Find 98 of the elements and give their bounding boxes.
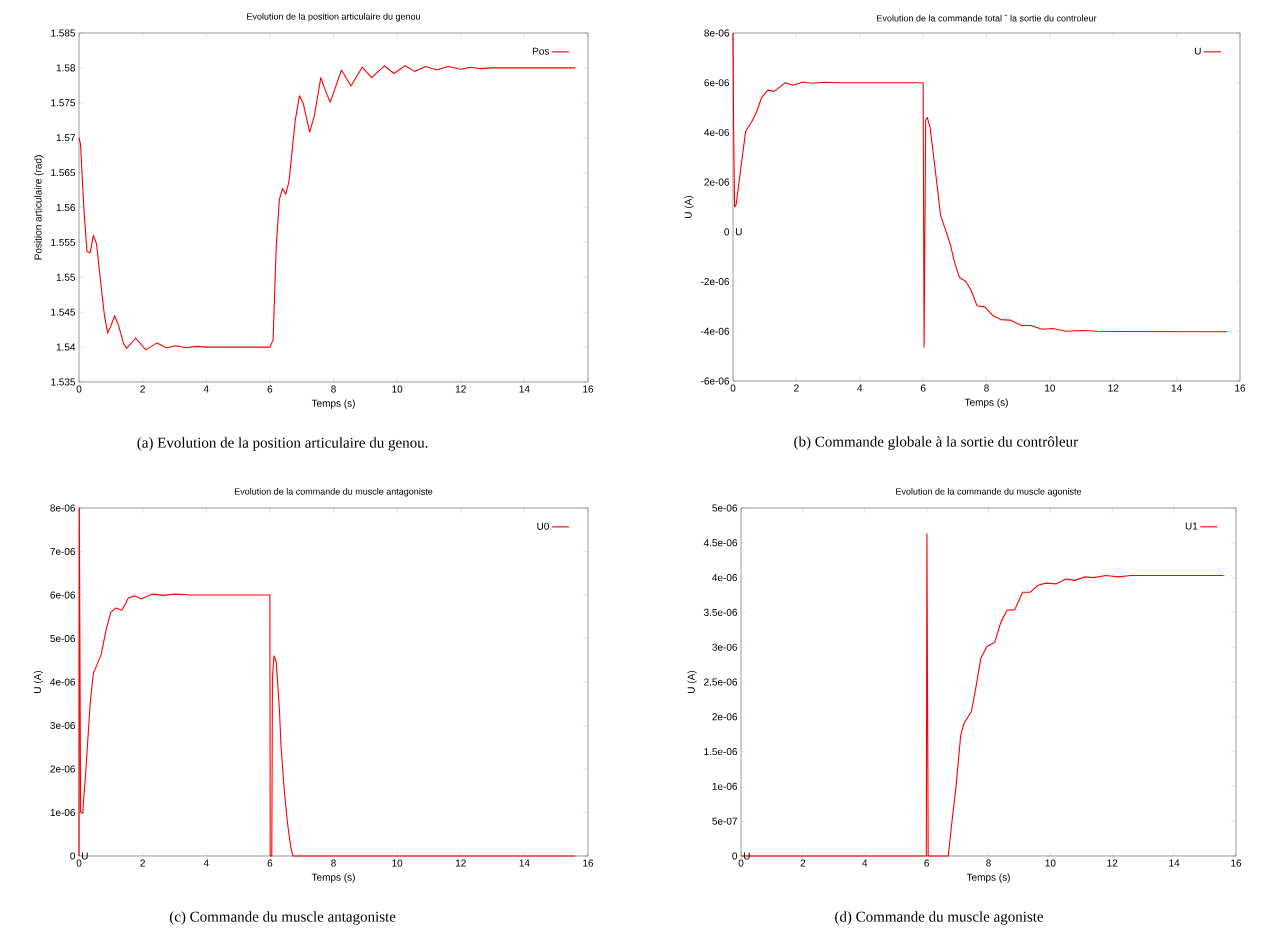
x-tick-label: 16 xyxy=(1235,384,1246,392)
x-tick-label: 0 xyxy=(76,385,82,393)
y-tick-label: 0 xyxy=(724,228,730,236)
legend-label: U xyxy=(1194,47,1201,55)
x-tick-label: 0 xyxy=(738,859,744,867)
y-tick-label: 8e-06 xyxy=(704,29,730,37)
x-tick-label: 2 xyxy=(140,859,145,867)
text: (c) Commande du muscle antagoniste xyxy=(169,911,396,925)
x-axis-title: Temps (s) xyxy=(311,873,355,883)
y-tick-label: 1.545 xyxy=(51,308,76,316)
y-tick-label: 1.535 xyxy=(51,378,76,386)
text: (d) Commande du muscle agoniste xyxy=(835,911,1044,925)
y-tick-label: 1.55 xyxy=(56,273,76,281)
x-tick-label: 10 xyxy=(392,385,403,393)
y-tick-label: 1.54 xyxy=(56,343,76,351)
x-tick-label: 6 xyxy=(267,385,273,393)
x-tick-label: 2 xyxy=(794,384,799,392)
annotation: U xyxy=(743,852,750,860)
y-tick-label: -4e-06 xyxy=(701,327,730,335)
y-tick-label: 4.5e-06 xyxy=(703,539,738,547)
line-series xyxy=(78,65,576,351)
y-tick-label: 2e-06 xyxy=(704,178,730,186)
x-tick-label: 2 xyxy=(140,385,145,393)
y-tick-label: 1.555 xyxy=(51,238,76,246)
y-tick-label: 3e-06 xyxy=(712,643,738,651)
annotation: U xyxy=(81,852,88,860)
y-tick-label: 1.565 xyxy=(51,169,76,177)
legend-label: U1 xyxy=(1185,522,1198,530)
chart-title: Evolution de la position articulaire du genou xyxy=(247,13,420,22)
y-tick-label: 5e-07 xyxy=(712,817,737,825)
x-tick-label: 12 xyxy=(1107,859,1118,867)
y-tick-label: 0 xyxy=(70,852,76,860)
y-tick-label: 1e-06 xyxy=(712,782,738,790)
x-tick-label: 14 xyxy=(519,385,530,393)
y-tick-label: 4e-06 xyxy=(704,128,730,136)
x-tick-label: 8 xyxy=(984,384,989,392)
x-tick-label: 6 xyxy=(924,859,929,867)
y-tick-label: 7e-06 xyxy=(50,547,76,556)
y-tick-label: -2e-06 xyxy=(701,278,730,286)
y-tick-label: 0 xyxy=(732,852,738,860)
legend-label: Pos xyxy=(532,47,549,55)
annotation: U xyxy=(735,228,742,236)
x-tick-label: 12 xyxy=(1108,384,1119,392)
x-tick-label: 6 xyxy=(920,384,926,392)
x-tick-label: 12 xyxy=(455,385,466,393)
x-axis-title: Temps (s) xyxy=(966,873,1010,883)
x-tick-label: 16 xyxy=(583,385,594,393)
y-tick-label: 1.56 xyxy=(56,203,76,212)
x-tick-label: 10 xyxy=(392,859,403,867)
y-tick-label: 2e-06 xyxy=(50,765,76,773)
y-tick-label: 6e-06 xyxy=(50,591,76,599)
y-axis-title: U (A) xyxy=(684,195,694,218)
y-axis-title: U (A) xyxy=(687,670,697,693)
x-axis-title: Temps (s) xyxy=(311,399,355,409)
x-tick-label: 4 xyxy=(862,859,868,867)
y-tick-label: 4e-06 xyxy=(712,574,738,582)
chart-title: Evolution de la commande du muscle agoniste xyxy=(896,488,1082,497)
y-tick-label: 2e-06 xyxy=(712,713,738,721)
y-tick-label: 1.58 xyxy=(56,64,76,72)
x-tick-label: 2 xyxy=(800,859,806,867)
y-tick-label: 1e-06 xyxy=(50,808,76,817)
y-tick-label: 3e-06 xyxy=(50,721,76,730)
x-tick-label: 4 xyxy=(203,859,209,867)
y-tick-label: 1.585 xyxy=(51,29,76,37)
x-tick-label: 10 xyxy=(1045,859,1056,867)
x-tick-label: 0 xyxy=(76,859,82,867)
x-tick-label: 16 xyxy=(1231,859,1242,867)
x-tick-label: 14 xyxy=(519,859,530,867)
x-tick-label: 8 xyxy=(331,859,336,867)
chart-title: Evolution de la commande du muscle antagoniste xyxy=(234,488,433,497)
y-tick-label: 6e-06 xyxy=(704,79,730,87)
x-tick-label: 8 xyxy=(331,385,336,393)
y-tick-label: 4e-06 xyxy=(50,678,76,686)
x-tick-label: 4 xyxy=(203,385,209,393)
chart-title: Evolution de la commande total ˆ la sortie du controleur xyxy=(877,14,1097,22)
y-tick-label: 1.5e-06 xyxy=(704,748,738,756)
y-tick-label: 5e-06 xyxy=(712,504,738,512)
text: (b) Commande globale à la sortie du contrôleur xyxy=(794,436,1078,450)
x-tick-label: 14 xyxy=(1169,859,1180,867)
x-tick-label: 4 xyxy=(857,384,863,392)
y-tick-label: 3.5e-06 xyxy=(703,608,738,616)
text: (a) Evolution de la position articulaire du genou. xyxy=(137,437,428,451)
x-tick-label: 8 xyxy=(986,859,991,867)
x-tick-label: 12 xyxy=(455,859,466,867)
x-tick-label: 10 xyxy=(1045,384,1056,392)
y-tick-label: 8e-06 xyxy=(50,504,76,512)
y-axis-title: U (A) xyxy=(33,670,44,693)
x-tick-label: 14 xyxy=(1171,384,1182,392)
y-tick-label: 1.575 xyxy=(51,99,76,107)
legend-label: U0 xyxy=(537,522,549,530)
x-tick-label: 6 xyxy=(267,859,273,867)
x-tick-label: 16 xyxy=(583,859,594,867)
x-axis-title: Temps (s) xyxy=(964,398,1008,408)
y-tick-label: 5e-06 xyxy=(50,634,76,643)
y-tick-label: 1.57 xyxy=(56,134,75,142)
y-tick-label: -6e-06 xyxy=(701,377,730,385)
y-tick-label: 2.5e-06 xyxy=(704,678,738,686)
y-axis-title: Position articulaire (rad) xyxy=(34,155,44,260)
